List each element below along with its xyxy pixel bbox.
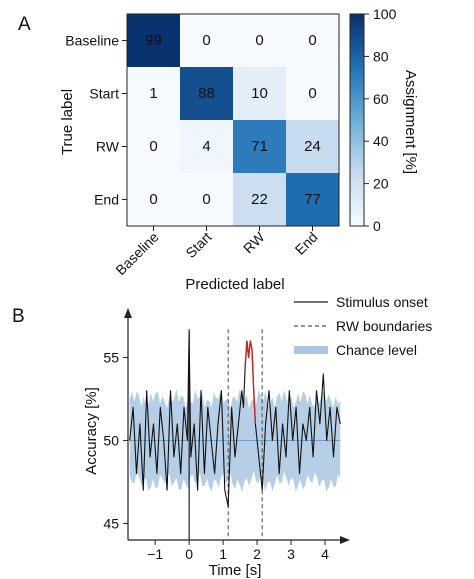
colorbar-tick-label: 0 [373,218,381,234]
heatmap-y-tick-label: Baseline [65,33,119,49]
heatmap-cell [127,67,180,120]
accuracy-series-line [129,332,341,508]
heatmap-cell [180,173,233,226]
heatmap-cell [127,14,180,67]
panel-a-letter: A [18,14,31,35]
colorbar-label: Assignment [%] [402,70,419,174]
heatmap-cell-value: 22 [251,191,268,208]
heatmap-cell-value: 0 [202,32,210,49]
colorbar-tick-label: 40 [373,133,389,149]
x-axis-arrow [340,536,350,544]
legend-label: Stimulus onset [336,294,428,310]
heatmap-cell [286,14,339,67]
heatmap-x-tick-label: RW [240,228,268,256]
heatmap-cell [127,120,180,173]
heatmap-y-tick-label: End [94,192,119,208]
heatmap-cell [233,14,286,67]
legend: Stimulus onset RW boundaries Chance level [294,294,432,358]
heatmap-cell [233,120,286,173]
heatmap-y-tick-label: Start [89,86,119,102]
colorbar-tick-label: 60 [373,91,389,107]
heatmap-xlabel: Predicted label [185,276,284,293]
heatmap-x-tick-label: End [292,229,321,258]
colorbar-tick-label: 100 [373,6,397,22]
line-ylabel: Accuracy [%] [83,387,100,475]
heatmap-x-tick-label: Baseline [112,229,161,278]
heatmap-cell-value: 77 [304,191,321,208]
y-tick-label: 45 [103,515,119,531]
heatmap-y-tick-label: RW [96,139,120,155]
heatmap-cell-value: 99 [145,32,162,49]
heatmap-cell [180,14,233,67]
confusion-matrix: 99 0 0 0 1 88 10 0 0 4 71 24 0 0 22 77 Baseline Start RW En… [65,13,340,278]
heatmap-cell-value: 0 [255,32,263,49]
heatmap-cell-value: 10 [251,85,268,102]
y-tick-label: 50 [103,432,119,448]
heatmap-cell-value: 88 [198,85,215,102]
heatmap-x-tick-label: Start [182,229,214,261]
heatmap-cell [286,173,339,226]
heatmap-cell-value: 1 [149,85,157,102]
heatmap-cell [233,67,286,120]
heatmap-cell [180,67,233,120]
legend-label: RW boundaries [336,318,432,334]
heatmap-cell [180,120,233,173]
legend-label: Chance level [336,342,417,358]
heatmap-cell-value: 0 [149,138,157,155]
x-tick-label: 1 [219,546,227,562]
heatmap-cell-value: 24 [304,138,321,155]
heatmap-cell-value: 0 [308,85,316,102]
x-tick-label: 3 [287,546,295,562]
y-axis-arrow [124,308,132,318]
heatmap-cell [286,120,339,173]
x-tick-label: 2 [253,546,261,562]
heatmap-cell-value: 0 [202,191,210,208]
line-xlabel: Time [s] [209,562,262,579]
heatmap-frame [126,13,340,227]
heatmap-cell-value: 71 [251,138,268,155]
colorbar-tick-label: 20 [373,176,389,192]
x-tick-label: 4 [321,546,329,562]
heatmap-cell [233,173,286,226]
significant-segment [244,340,257,424]
heatmap-cell-value: 0 [149,191,157,208]
accuracy-line-chart: 45 50 55 −1 0 1 2 3 4 [103,308,350,562]
x-tick-label: 0 [185,546,193,562]
x-tick-label: −1 [147,546,163,562]
heatmap-cell-value: 4 [202,138,210,155]
legend-swatch-chance-level [294,346,328,354]
heatmap-ylabel: True label [59,89,76,155]
y-tick-label: 55 [103,349,119,365]
colorbar: 0 20 40 60 80 100 [349,6,397,234]
colorbar-tick-label: 80 [373,48,389,64]
heatmap-cell-value: 0 [308,32,316,49]
heatmap-cell [127,173,180,226]
panel-b-letter: B [12,306,25,327]
colorbar-gradient [349,13,365,227]
heatmap-cell [286,67,339,120]
